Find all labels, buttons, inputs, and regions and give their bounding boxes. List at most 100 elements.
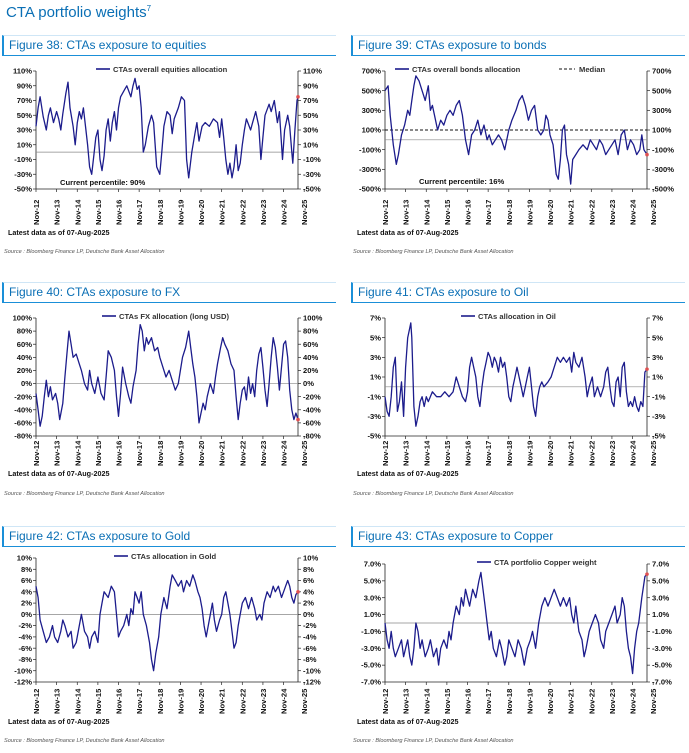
median-legend-label: Median (579, 65, 606, 74)
y-tick-label: 0% (21, 610, 32, 619)
figure-41-panel: Figure 41: CTAs exposure to Oil 7% 7% 5% 5%… (351, 282, 687, 502)
y-tick-label-right: 100% (652, 126, 672, 135)
y-tick-label: 1.0% (364, 610, 382, 619)
latest-point (645, 367, 649, 371)
x-tick-label: Nov-22 (587, 200, 596, 225)
series-line (384, 571, 648, 675)
y-tick-label: -12% (14, 678, 32, 687)
y-tick-label: 3.0% (364, 593, 382, 602)
x-tick-label: Nov-25 (649, 199, 658, 225)
y-tick-label: 4% (21, 587, 32, 596)
y-tick-label: 10% (17, 140, 32, 149)
x-tick-label: Nov-22 (238, 200, 247, 225)
y-tick-label: -80% (14, 432, 32, 441)
x-tick-label: Nov-23 (259, 689, 268, 714)
series-line (384, 75, 648, 185)
x-tick-label: Nov-23 (259, 441, 268, 466)
y-tick-label-right: 7% (652, 314, 663, 323)
y-tick-label: -7.0% (361, 678, 381, 687)
y-tick-label: -10% (14, 155, 32, 164)
x-tick-label: Nov-19 (525, 441, 534, 466)
legend-label: CTAs overall bonds allocation (412, 65, 521, 74)
source-note: Source : Bloomberg Finance LP, Deutsche … (353, 249, 514, 255)
x-tick-label: Nov-15 (94, 199, 103, 225)
y-tick-label: -6% (18, 644, 32, 653)
y-tick-label-right: 700% (652, 67, 672, 76)
x-tick-label: Nov-22 (587, 441, 596, 466)
x-tick-label: Nov-25 (300, 440, 309, 466)
title-rule (2, 546, 336, 547)
x-tick-label: Nov-17 (135, 689, 144, 714)
y-tick-label: 6% (21, 576, 32, 585)
y-tick-label: -300% (359, 165, 381, 174)
y-tick-label-right: -2% (303, 621, 317, 630)
y-tick-label-right: 70% (303, 96, 318, 105)
y-tick-label: 0% (21, 379, 32, 388)
x-tick-label: Nov-12 (381, 441, 390, 466)
figure-title: Figure 39: CTAs exposure to bonds (351, 35, 685, 55)
series-line (35, 77, 299, 179)
y-tick-label: 8% (21, 565, 32, 574)
y-tick-label-right: 1.0% (652, 610, 670, 619)
x-tick-label: Nov-16 (115, 200, 124, 225)
y-tick-label-right: -300% (652, 165, 674, 174)
y-tick-label-right: 30% (303, 126, 318, 135)
latest-point (296, 417, 300, 422)
x-tick-label: Nov-23 (608, 200, 617, 225)
y-tick-label-right: -8% (303, 655, 317, 664)
x-tick-label: Nov-16 (464, 200, 473, 225)
series-line (35, 323, 299, 427)
y-tick-label-right: -30% (303, 170, 321, 179)
x-tick-label: Nov-12 (381, 689, 390, 714)
x-tick-label: Nov-24 (629, 440, 638, 466)
legend-label: CTAs allocation in Oil (478, 312, 556, 321)
y-tick-label: 70% (17, 96, 32, 105)
source-note: Source : Bloomberg Finance LP, Deutsche … (4, 738, 165, 744)
y-tick-label-right: -5.0% (652, 661, 672, 670)
x-tick-label: Nov-21 (218, 688, 227, 714)
y-tick-label: 7.0% (364, 560, 382, 569)
y-tick-label-right: 110% (303, 67, 322, 76)
source-note: Source : Bloomberg Finance LP, Deutsche … (4, 491, 165, 497)
y-tick-label-right: 3.0% (652, 593, 670, 602)
x-tick-label: Nov-15 (443, 199, 452, 225)
x-tick-label: Nov-25 (649, 688, 658, 714)
y-tick-label-right: 0% (303, 379, 314, 388)
source-note: Source : Bloomberg Finance LP, Deutsche … (353, 491, 514, 497)
y-tick-label-right: 500% (652, 86, 672, 95)
y-tick-label-right: -4% (303, 633, 317, 642)
x-tick-label: Nov-14 (73, 199, 82, 225)
y-tick-label: -10% (14, 666, 32, 675)
y-tick-label: 5.0% (364, 576, 382, 585)
y-tick-label-right: 0% (303, 610, 314, 619)
x-tick-label: Nov-13 (402, 441, 411, 466)
page-title: CTA portfolio weights7 (6, 4, 152, 21)
y-tick-label-right: 80% (303, 327, 318, 336)
latest-point (296, 95, 300, 99)
x-tick-label: Nov-21 (218, 199, 227, 225)
latest-point (645, 152, 649, 157)
percentile-annotation: Current percentile: 90% (60, 178, 145, 187)
figure-39-chart: 700% 700% 500% 500% 300% 300% 100% 100% -100% -10… (357, 65, 674, 237)
y-tick-label: 300% (362, 106, 382, 115)
y-tick-label: 500% (362, 86, 382, 95)
y-tick-label-right: 6% (303, 576, 314, 585)
latest-point (296, 590, 300, 594)
x-tick-label: Nov-13 (53, 200, 62, 225)
figure-42-panel: Figure 42: CTAs exposure to Gold 10% 10% 8… (2, 526, 338, 746)
legend-label: CTAs overall equities allocation (113, 65, 228, 74)
figure-38-panel: Figure 38: CTAs exposure to equities 110… (2, 35, 338, 265)
x-tick-label: Nov-12 (32, 689, 41, 714)
y-tick-label: 2% (21, 599, 32, 608)
y-tick-label: -100% (359, 145, 381, 154)
x-tick-label: Nov-14 (73, 440, 82, 466)
latest-data-note: Latest data as of 07-Aug-2025 (8, 228, 109, 237)
x-tick-label: Nov-20 (197, 441, 206, 466)
y-tick-label-right: 50% (303, 111, 318, 120)
figure-title: Figure 38: CTAs exposure to equities (2, 35, 336, 55)
x-tick-label: Nov-21 (567, 688, 576, 714)
x-tick-label: Nov-17 (484, 689, 493, 714)
x-tick-label: Nov-19 (525, 200, 534, 225)
y-tick-label-right: -80% (303, 432, 321, 441)
y-tick-label-right: -6% (303, 644, 317, 653)
